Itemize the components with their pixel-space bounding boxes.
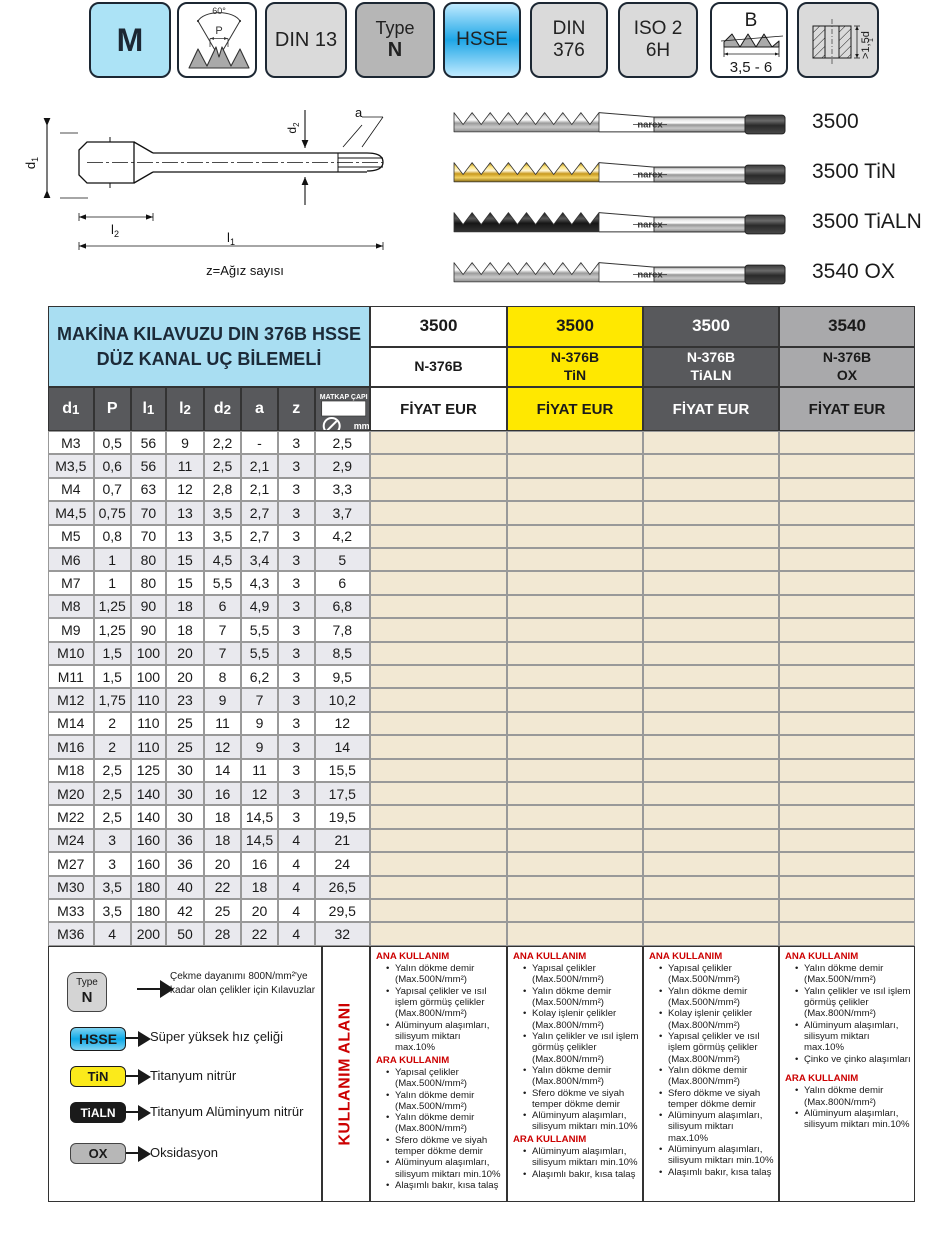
svg-text:d2: d2 bbox=[285, 122, 301, 134]
svg-text:1: 1 bbox=[868, 38, 875, 42]
svg-text:d1: d1 bbox=[23, 157, 40, 169]
svg-text:l2: l2 bbox=[111, 222, 119, 239]
svg-text:P: P bbox=[215, 25, 222, 37]
svg-text:B: B bbox=[745, 10, 758, 31]
svg-text:a: a bbox=[355, 105, 363, 120]
svg-text:>1,5d: >1,5d bbox=[860, 31, 872, 59]
svg-text:narex: narex bbox=[637, 220, 663, 231]
svg-text:60°: 60° bbox=[212, 6, 226, 16]
svg-text:narex: narex bbox=[637, 270, 663, 281]
svg-text:l1: l1 bbox=[227, 230, 235, 247]
svg-text:narex: narex bbox=[637, 170, 663, 181]
svg-text:mm: mm bbox=[353, 421, 369, 431]
svg-text:MATKAP ÇAPI: MATKAP ÇAPI bbox=[319, 394, 367, 401]
svg-text:3,5 - 6: 3,5 - 6 bbox=[730, 59, 773, 76]
svg-text:narex: narex bbox=[637, 120, 663, 131]
